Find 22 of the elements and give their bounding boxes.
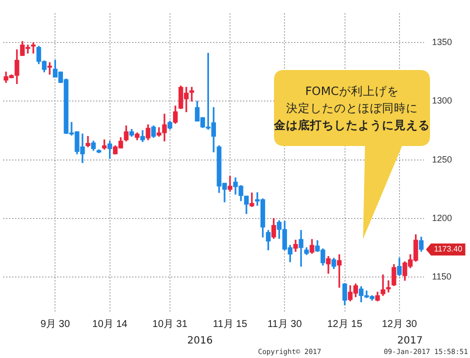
x-tick-label: 9月 30	[40, 318, 70, 330]
annotation: 金は底打ちしたように見える	[274, 116, 430, 134]
candlestick	[228, 176, 232, 192]
x-tick-label: 10月 31	[152, 318, 188, 330]
annotation: FOMCが利上げを	[305, 82, 399, 100]
x-tick-label: 12月 15	[327, 318, 363, 330]
x-tick-label: 12月 30	[382, 318, 418, 330]
y-tick-label: 1150	[432, 271, 452, 282]
x-tick-label: 11月 30	[268, 318, 302, 330]
text: 1173.40	[434, 244, 463, 254]
candlestick	[298, 230, 304, 267]
x-tick-label: 11月 15	[212, 318, 248, 330]
y-tick-label: 1300	[432, 96, 452, 106]
x-tick-label: 10月 14	[92, 318, 128, 330]
annotation: 決定したのとほぼ同時に	[286, 100, 418, 116]
text: 2017	[397, 336, 423, 347]
y-tick-label: 1250	[432, 154, 452, 164]
y-tick-label: 1200	[432, 212, 452, 223]
candlestick	[386, 280, 391, 292]
text: 2016	[187, 336, 213, 347]
candlestick	[380, 274, 386, 296]
y-tick-label: 1350	[432, 37, 452, 48]
